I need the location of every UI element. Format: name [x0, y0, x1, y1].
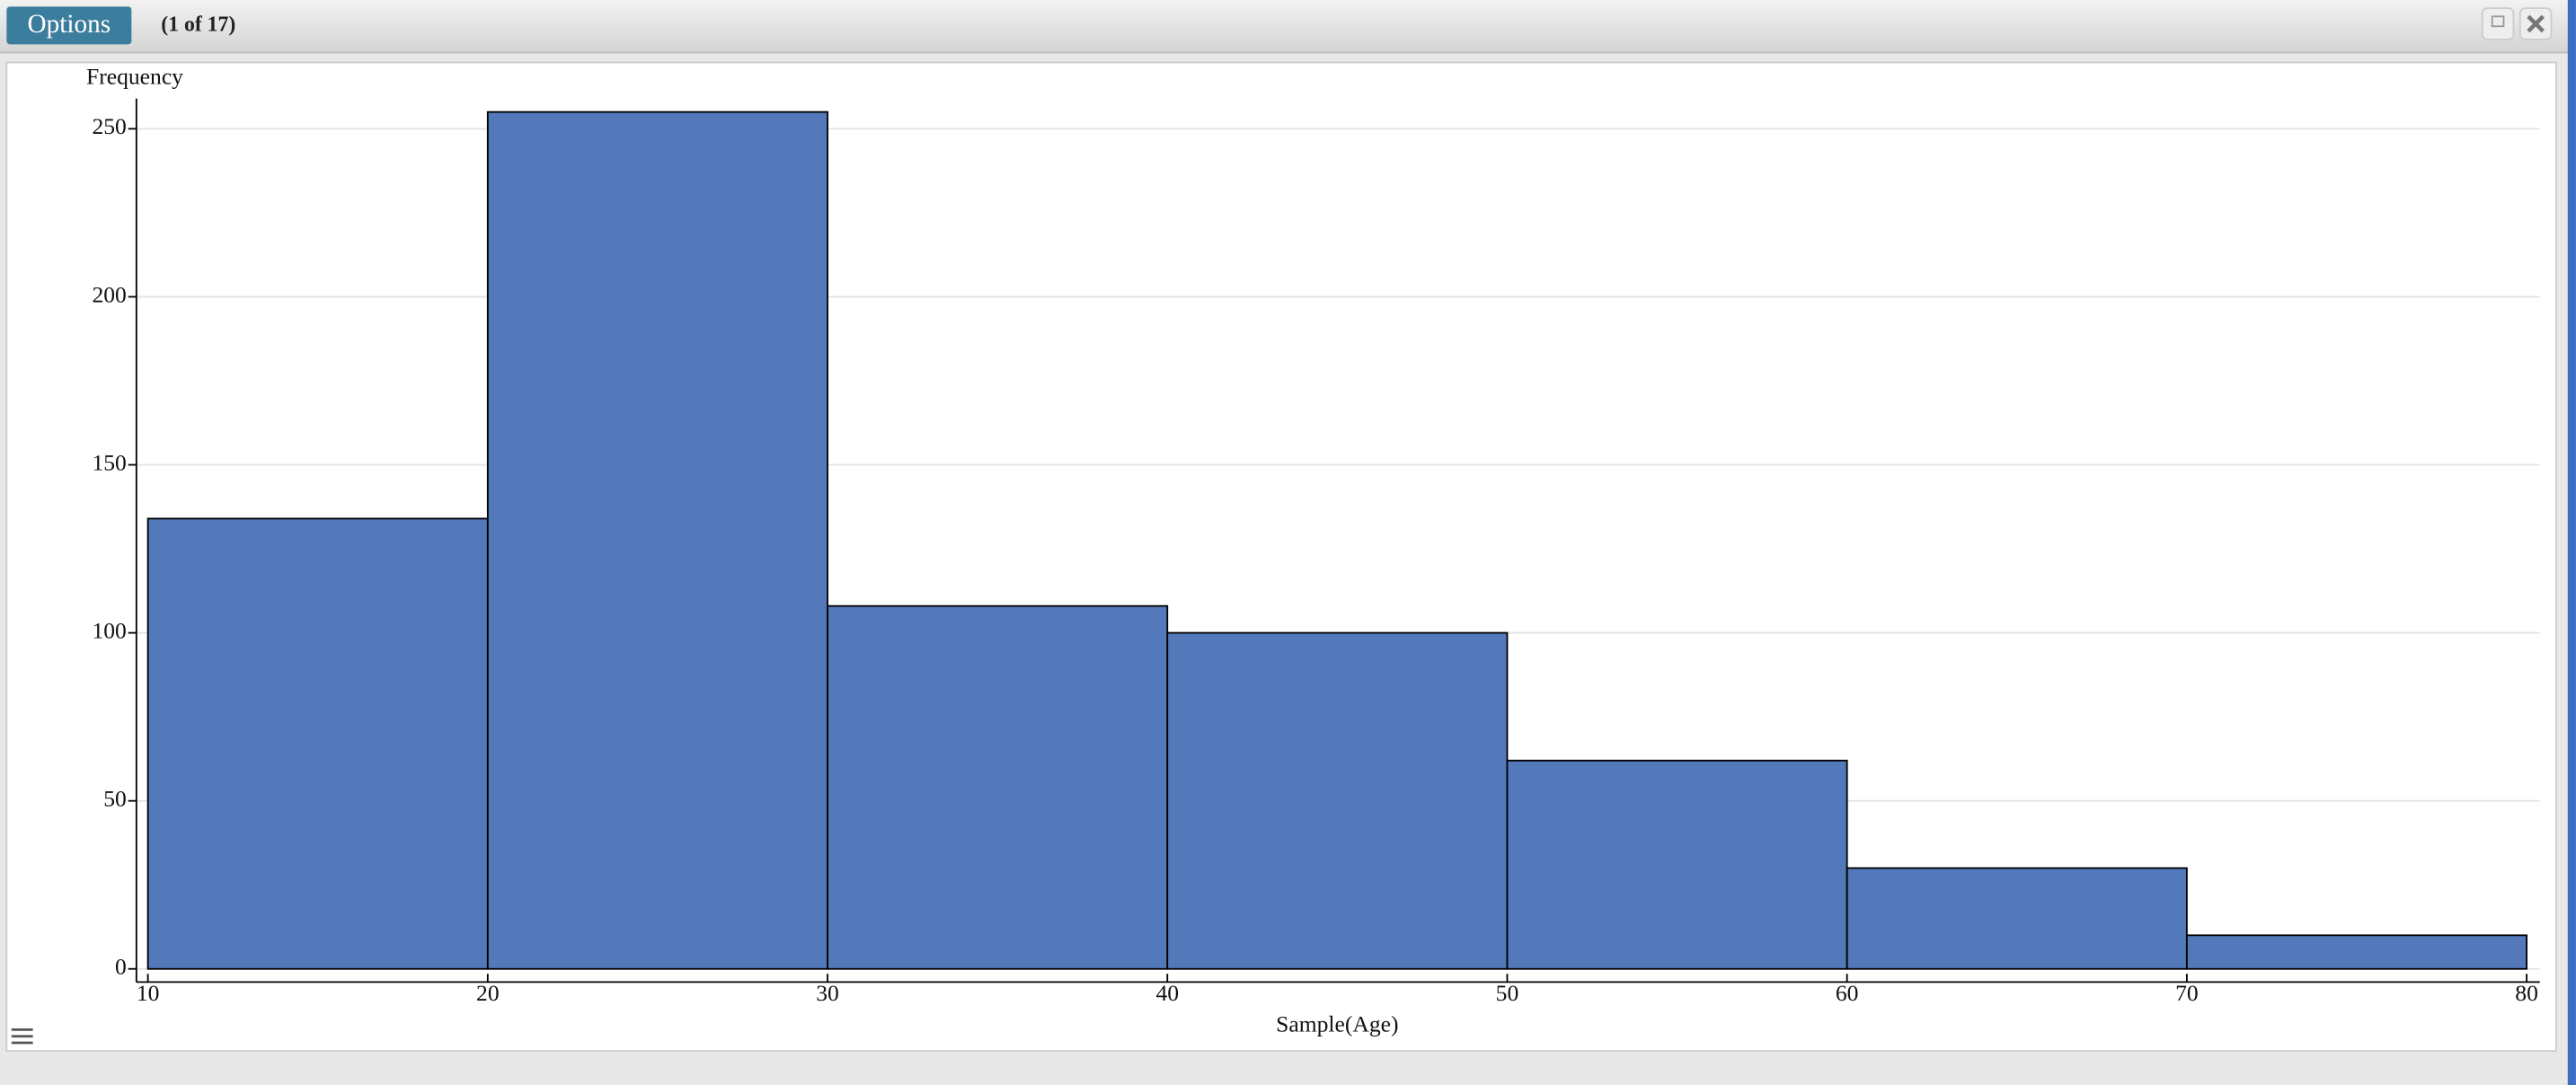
histogram-bar	[1506, 759, 1848, 970]
y-tick-label: 0	[115, 954, 127, 980]
x-tick-label: 10	[137, 980, 160, 1006]
menu-icon[interactable]	[11, 1028, 33, 1045]
plot: 0 50 100 150 200 250 10 20 30 40 50 60 70 80	[92, 98, 2540, 1006]
close-icon	[2527, 14, 2545, 33]
x-tick-label: 60	[1836, 980, 1859, 1006]
restore-icon	[2491, 15, 2505, 28]
y-tick-label: 150	[92, 449, 126, 475]
restore-button[interactable]	[2481, 7, 2515, 40]
y-tick-label: 250	[92, 113, 126, 139]
histogram-bar	[2185, 934, 2528, 970]
x-tick-label: 30	[816, 980, 839, 1006]
page-counter: (1 of 17)	[161, 13, 235, 37]
y-tick-label: 200	[92, 281, 126, 307]
options-button-label[interactable]: Options	[28, 10, 111, 39]
histogram-bar	[1166, 631, 1509, 970]
histogram-bar	[827, 604, 1169, 970]
x-tick-label: 40	[1155, 980, 1179, 1006]
x-axis-label: Sample(Age)	[1276, 1011, 1398, 1037]
x-tick-label: 80	[2515, 980, 2538, 1006]
histogram-bar	[146, 517, 489, 970]
y-tick-label: 100	[92, 617, 126, 643]
x-tick-label: 20	[476, 980, 500, 1006]
options-button[interactable]	[6, 6, 132, 45]
histogram-bar	[486, 110, 828, 970]
y-axis-label: Frequency	[86, 64, 183, 90]
toolbar	[0, 0, 2576, 53]
x-tick-label: 70	[2175, 980, 2199, 1006]
scroll-edge	[2567, 0, 2576, 1085]
x-tick-label: 50	[1496, 980, 1519, 1006]
histogram-bar	[1846, 867, 2188, 970]
y-tick-label: 50	[103, 786, 127, 812]
